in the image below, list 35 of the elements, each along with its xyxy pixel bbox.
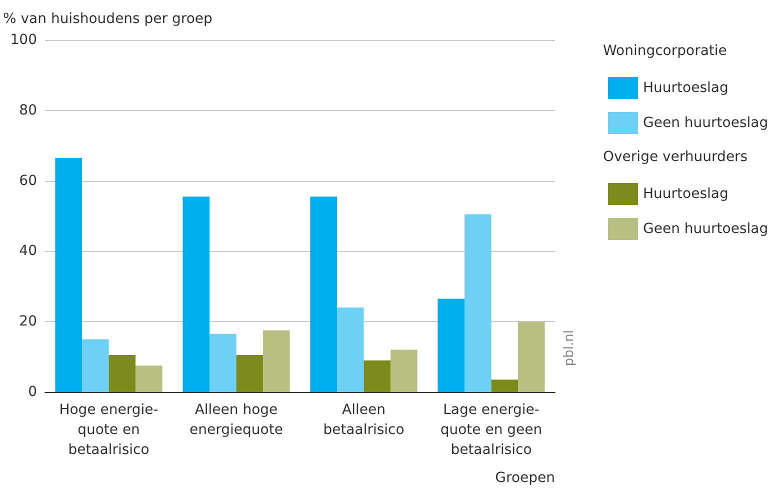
bar xyxy=(108,355,136,392)
bar xyxy=(364,360,391,392)
x-tick-label: Hoge energie- quote en betaalrisico xyxy=(59,402,158,458)
y-tick-label: 100 xyxy=(10,32,37,48)
bar xyxy=(438,298,464,392)
y-tick-label: 0 xyxy=(28,384,37,400)
text: Woningcorporatie xyxy=(603,43,727,59)
bar xyxy=(518,322,545,392)
bar xyxy=(390,350,418,392)
x-tick-label: Lage energie- quote en geen betaalrisico xyxy=(440,402,542,458)
y-tick-label: 20 xyxy=(19,314,37,330)
y-tick-label: 80 xyxy=(19,102,37,118)
legend-label: Geen huurtoeslag xyxy=(643,115,768,131)
x-tick-label: Alleen hoge energiequote xyxy=(190,402,283,438)
text: Overige verhuurders xyxy=(603,149,748,165)
legend-label: Geen huurtoeslag xyxy=(643,221,768,237)
y-tick-label: 40 xyxy=(19,243,37,260)
text: pbl.nl xyxy=(562,330,577,366)
bar xyxy=(82,339,109,392)
bar xyxy=(310,196,337,392)
x-axis-title: Groepen xyxy=(495,470,556,486)
bar xyxy=(263,330,290,392)
bar xyxy=(136,366,162,392)
bar xyxy=(464,214,492,392)
bar xyxy=(209,334,236,392)
bar xyxy=(491,380,518,392)
bar xyxy=(182,196,210,392)
bar xyxy=(336,308,364,392)
legend-label: Huurtoeslag xyxy=(643,80,728,96)
y-axis-title: % van huishoudens per groep xyxy=(3,11,213,27)
y-tick-label: 60 xyxy=(19,172,37,189)
legend-label: Huurtoeslag xyxy=(643,186,728,202)
bar xyxy=(236,355,264,392)
x-tick-label: Alleen betaalrisico xyxy=(323,402,404,438)
bar xyxy=(55,158,82,392)
